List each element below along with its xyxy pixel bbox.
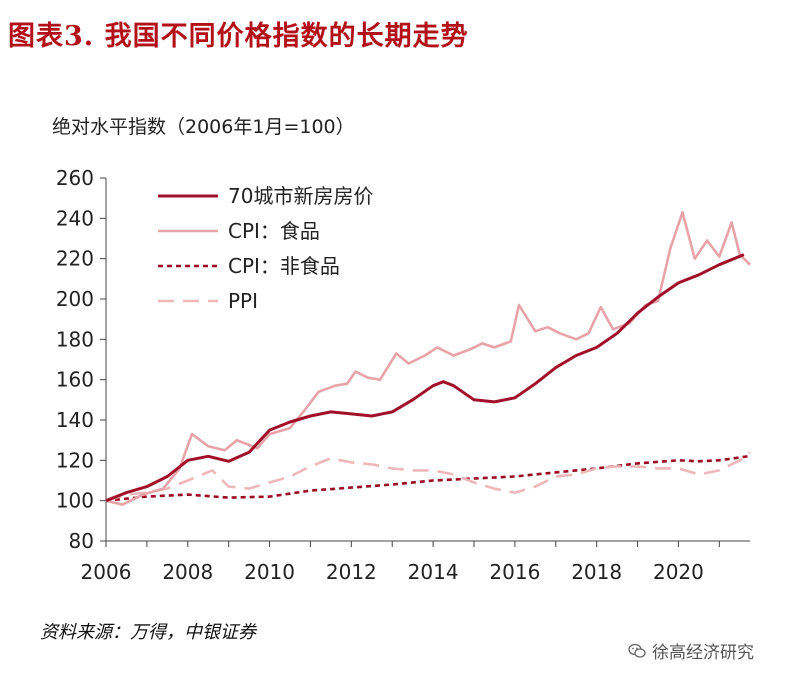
series-line-3 — [105, 451, 751, 502]
x-tick-label: 2016 — [489, 560, 540, 584]
legend: 70城市新房房价 CPI：食品 CPI：非食品 PPI — [158, 184, 373, 313]
y-tick-label: 100 — [56, 489, 94, 513]
y-tick-label: 200 — [56, 287, 94, 311]
x-tick-label: 2010 — [244, 560, 295, 584]
watermark: 徐高经济研究 — [628, 638, 754, 663]
x-tick-label: 2018 — [571, 560, 622, 584]
legend-label-0: 70城市新房房价 — [228, 184, 373, 208]
x-tick-label: 2020 — [653, 560, 704, 584]
y-tick-label: 160 — [56, 368, 94, 392]
source-note: 资料来源：万得，中银证券 — [40, 622, 256, 643]
y-axis-label: 绝对水平指数（2006年1月=100） — [52, 116, 355, 138]
y-tick-label: 120 — [56, 448, 94, 472]
series-line-2 — [105, 455, 749, 502]
y-tick-label: 260 — [56, 166, 94, 190]
series-line-1 — [105, 211, 751, 506]
wechat-icon — [628, 643, 646, 659]
series-line-0 — [105, 253, 745, 503]
series-layer — [105, 211, 751, 506]
x-tick-label: 2008 — [162, 560, 213, 584]
x-tick-label: 2012 — [326, 560, 377, 584]
chart-title: 图表3. 我国不同价格指数的长期走势 — [8, 21, 469, 52]
x-tick-label: 2014 — [408, 560, 459, 584]
y-tick-label: 180 — [56, 327, 94, 351]
y-tick-label: 80 — [69, 529, 94, 553]
legend-label-3: PPI — [228, 289, 258, 313]
y-tick-label: 220 — [56, 247, 94, 271]
y-tick-label: 140 — [56, 408, 94, 432]
legend-label-2: CPI：非食品 — [228, 254, 340, 278]
axes: 80 100 120 140 160 180 200 220 240 260 2006 2008 201… — [56, 166, 750, 584]
legend-label-1: CPI：食品 — [228, 219, 320, 243]
x-tick-label: 2006 — [81, 560, 132, 584]
y-tick-label: 240 — [56, 206, 94, 230]
watermark-text: 徐高经济研究 — [652, 643, 754, 663]
